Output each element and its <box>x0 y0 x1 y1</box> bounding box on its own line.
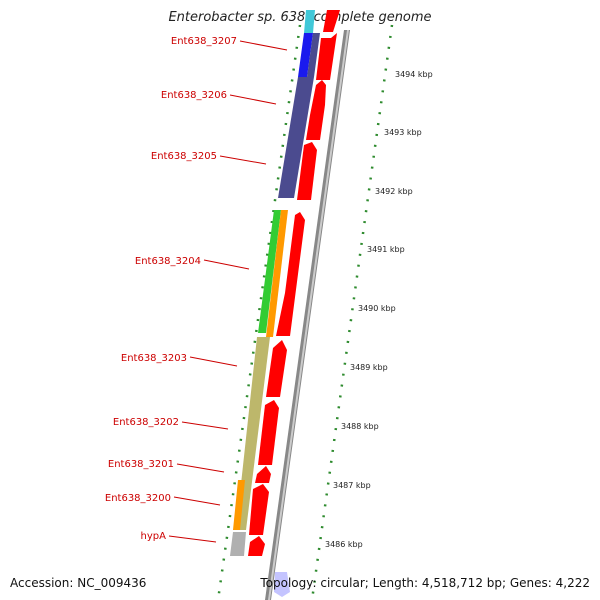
feature-ent638-3206 <box>278 77 314 198</box>
feature-ent638-3200 <box>233 480 245 530</box>
gene-label-ent638-3202: Ent638_3202 <box>113 417 179 428</box>
gene-label-ent638-3204: Ent638_3204 <box>135 256 201 267</box>
leader-ent638-3206 <box>229 94 277 105</box>
kbp-label-3486: 3486 kbp <box>325 540 363 549</box>
kbp-label-3489: 3489 kbp <box>350 363 388 372</box>
gene-label-ent638-3203: Ent638_3203 <box>121 353 187 364</box>
leader-hypa <box>168 535 217 543</box>
kbp-label-3492: 3492 kbp <box>375 187 413 196</box>
arrow-1 <box>316 33 337 80</box>
kbp-label-3493: 3493 kbp <box>384 128 422 137</box>
map-title: Enterobacter sp. 638, complete genome <box>168 10 432 25</box>
kbp-label-3487: 3487 kbp <box>333 481 371 490</box>
leader-ent638-3200 <box>173 496 221 506</box>
arrow-4 <box>276 212 305 336</box>
kbp-label-3491: 3491 kbp <box>367 245 405 254</box>
feature-ent638-3207-blue <box>298 33 313 77</box>
leader-ent638-3201 <box>176 463 225 473</box>
leader-ent638-3205 <box>219 155 267 165</box>
leader-ent638-3204 <box>203 259 250 270</box>
arrow-8 <box>249 484 269 535</box>
kbp-label-3490: 3490 kbp <box>358 304 396 313</box>
arrow-3 <box>297 142 317 200</box>
gene-label-ent638-3206: Ent638_3206 <box>161 90 227 101</box>
topology-text: Topology: circular; Length: 4,518,712 bp… <box>260 576 590 590</box>
gene-label-hypa: hypA <box>141 531 167 542</box>
gene-label-ent638-3200: Ent638_3200 <box>105 493 171 504</box>
feature-hypa <box>230 532 246 556</box>
accession-text: Accession: NC_009436 <box>10 576 147 590</box>
kbp-label-3488: 3488 kbp <box>341 422 379 431</box>
gene-label-ent638-3201: Ent638_3201 <box>108 459 174 470</box>
kbp-label-3494: 3494 kbp <box>395 70 433 79</box>
feature-ent638-3207-slate <box>307 33 320 77</box>
position-marker <box>274 572 290 597</box>
arrow-0 <box>323 10 340 32</box>
feature-ent638-3204-green <box>258 210 281 333</box>
feature-ent638-3207-cyan <box>304 10 315 33</box>
leader-ent638-3203 <box>189 356 238 367</box>
arrow-2 <box>306 80 326 140</box>
arrow-9 <box>248 536 265 556</box>
arrow-6 <box>258 400 279 465</box>
feature-ent638-3204-orange <box>266 210 288 337</box>
gene-label-ent638-3205: Ent638_3205 <box>151 151 217 162</box>
leader-ent638-3207 <box>239 40 288 51</box>
arrow-7 <box>255 466 271 483</box>
leader-ent638-3202 <box>181 421 229 430</box>
arrow-5 <box>266 340 287 397</box>
inner-tick-ring <box>216 24 302 600</box>
genome-backbone-highlight <box>268 30 349 600</box>
gene-label-ent638-3207: Ent638_3207 <box>171 36 237 47</box>
